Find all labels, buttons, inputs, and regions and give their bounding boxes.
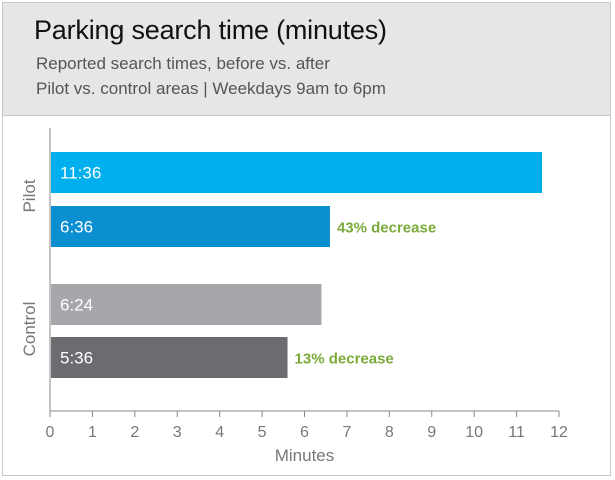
bar-pilot-1 — [51, 152, 543, 193]
x-tick-label: 5 — [258, 424, 267, 441]
x-tick-label: 9 — [427, 424, 436, 441]
x-tick-label: 0 — [46, 424, 55, 441]
x-tick-label: 4 — [215, 424, 224, 441]
bar-value-label: 11:36 — [60, 164, 101, 183]
chart-subtitle-line-2: Pilot vs. control areas | Weekdays 9am t… — [36, 79, 386, 98]
x-tick-label: 7 — [342, 424, 351, 441]
chart-subtitle-line-1: Reported search times, before vs. after — [36, 54, 330, 73]
bar-value-label: 6:24 — [60, 296, 93, 315]
group-label-control: Control — [20, 302, 39, 357]
chart-header: Parking search time (minutes) Reported s… — [3, 3, 610, 116]
bar-value-label: 6:36 — [60, 218, 93, 237]
bar-pilot-2 — [51, 206, 330, 247]
group-label-pilot: Pilot — [20, 179, 39, 212]
bar-annotation: 43% decrease — [337, 220, 436, 237]
x-tick-label: 11 — [508, 424, 525, 441]
x-tick-label: 6 — [300, 424, 309, 441]
x-axis-label: Minutes — [275, 446, 335, 465]
x-tick-label: 1 — [88, 424, 97, 441]
bar-control-2 — [51, 337, 288, 378]
x-tick-label: 12 — [550, 424, 568, 441]
x-tick-label: 8 — [385, 424, 394, 441]
x-tick-label: 2 — [130, 424, 139, 441]
x-tick-label: 10 — [465, 424, 483, 441]
bar-value-label: 5:36 — [60, 349, 93, 368]
chart-frame: Parking search time (minutes) Reported s… — [2, 2, 611, 476]
bar-control-1 — [51, 284, 322, 325]
bar-annotation: 13% decrease — [295, 351, 394, 368]
chart-title: Parking search time (minutes) — [34, 15, 387, 45]
x-tick-label: 3 — [173, 424, 182, 441]
